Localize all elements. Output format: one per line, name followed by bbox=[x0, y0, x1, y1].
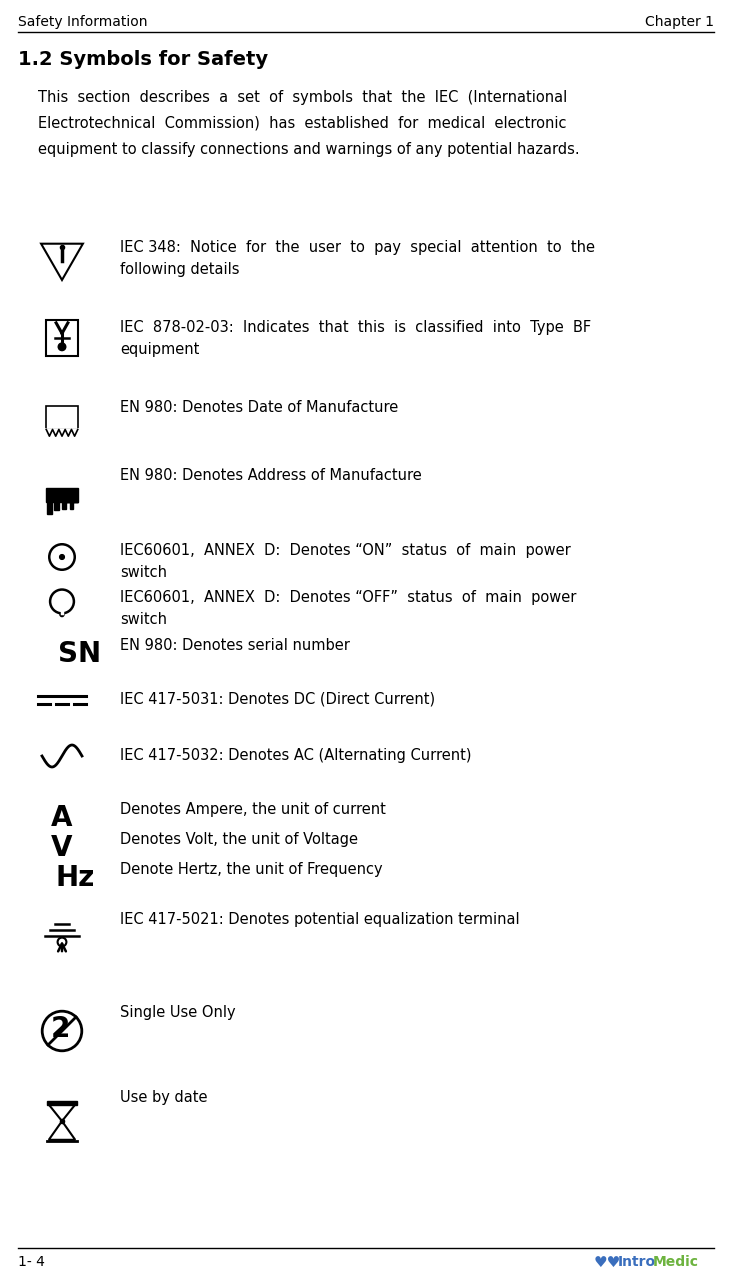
Text: EN 980: Denotes Date of Manufacture: EN 980: Denotes Date of Manufacture bbox=[120, 400, 398, 415]
Text: 1.2 Symbols for Safety: 1.2 Symbols for Safety bbox=[18, 50, 268, 69]
Bar bbox=[48, 502, 51, 514]
Text: Intro: Intro bbox=[618, 1255, 656, 1270]
Circle shape bbox=[59, 343, 66, 351]
Text: IEC 417-5021: Denotes potential equalization terminal: IEC 417-5021: Denotes potential equaliza… bbox=[120, 912, 520, 926]
Text: A: A bbox=[51, 804, 72, 831]
Bar bbox=[46, 488, 78, 502]
Circle shape bbox=[60, 613, 64, 617]
Bar bbox=[46, 320, 78, 356]
Text: Chapter 1: Chapter 1 bbox=[645, 15, 714, 30]
Text: 2: 2 bbox=[51, 1015, 70, 1043]
Text: Medic: Medic bbox=[653, 1255, 699, 1270]
Text: 1- 4: 1- 4 bbox=[18, 1255, 45, 1270]
Text: Denote Hertz, the unit of Frequency: Denote Hertz, the unit of Frequency bbox=[120, 862, 383, 876]
Text: EN 980: Denotes serial number: EN 980: Denotes serial number bbox=[120, 637, 350, 653]
Text: Safety Information: Safety Information bbox=[18, 15, 148, 30]
Text: SN: SN bbox=[58, 640, 101, 668]
Text: IEC60601,  ANNEX  D:  Denotes “ON”  status  of  main  power: IEC60601, ANNEX D: Denotes “ON” status o… bbox=[120, 544, 571, 558]
Text: Electrotechnical  Commission)  has  established  for  medical  electronic: Electrotechnical Commission) has establi… bbox=[38, 116, 567, 131]
Text: Denotes Volt, the unit of Voltage: Denotes Volt, the unit of Voltage bbox=[120, 831, 358, 847]
Text: following details: following details bbox=[120, 262, 239, 278]
Bar bbox=[48, 1101, 77, 1105]
Text: Denotes Ampere, the unit of current: Denotes Ampere, the unit of current bbox=[120, 802, 386, 817]
Text: Single Use Only: Single Use Only bbox=[120, 1005, 236, 1020]
Text: IEC 417-5032: Denotes AC (Alternating Current): IEC 417-5032: Denotes AC (Alternating Cu… bbox=[120, 748, 471, 763]
Polygon shape bbox=[62, 502, 78, 509]
Text: Hz: Hz bbox=[56, 864, 95, 892]
Text: IEC  878-02-03:  Indicates  that  this  is  classified  into  Type  BF: IEC 878-02-03: Indicates that this is cl… bbox=[120, 320, 591, 335]
Text: switch: switch bbox=[120, 612, 167, 627]
Text: IEC 348:  Notice  for  the  user  to  pay  special  attention  to  the: IEC 348: Notice for the user to pay spec… bbox=[120, 240, 595, 254]
Text: Use by date: Use by date bbox=[120, 1090, 207, 1105]
Text: This  section  describes  a  set  of  symbols  that  the  IEC  (International: This section describes a set of symbols … bbox=[38, 90, 567, 105]
Text: equipment to classify connections and warnings of any potential hazards.: equipment to classify connections and wa… bbox=[38, 143, 580, 157]
Bar bbox=[46, 406, 78, 429]
Text: ♥♥: ♥♥ bbox=[594, 1255, 621, 1270]
Bar bbox=[54, 502, 59, 510]
Text: EN 980: Denotes Address of Manufacture: EN 980: Denotes Address of Manufacture bbox=[120, 468, 422, 483]
Text: equipment: equipment bbox=[120, 342, 199, 357]
Text: IEC60601,  ANNEX  D:  Denotes “OFF”  status  of  main  power: IEC60601, ANNEX D: Denotes “OFF” status … bbox=[120, 590, 576, 605]
Text: IEC 417-5031: Denotes DC (Direct Current): IEC 417-5031: Denotes DC (Direct Current… bbox=[120, 693, 435, 707]
Text: V: V bbox=[51, 834, 72, 862]
Text: switch: switch bbox=[120, 565, 167, 580]
Circle shape bbox=[59, 555, 64, 559]
